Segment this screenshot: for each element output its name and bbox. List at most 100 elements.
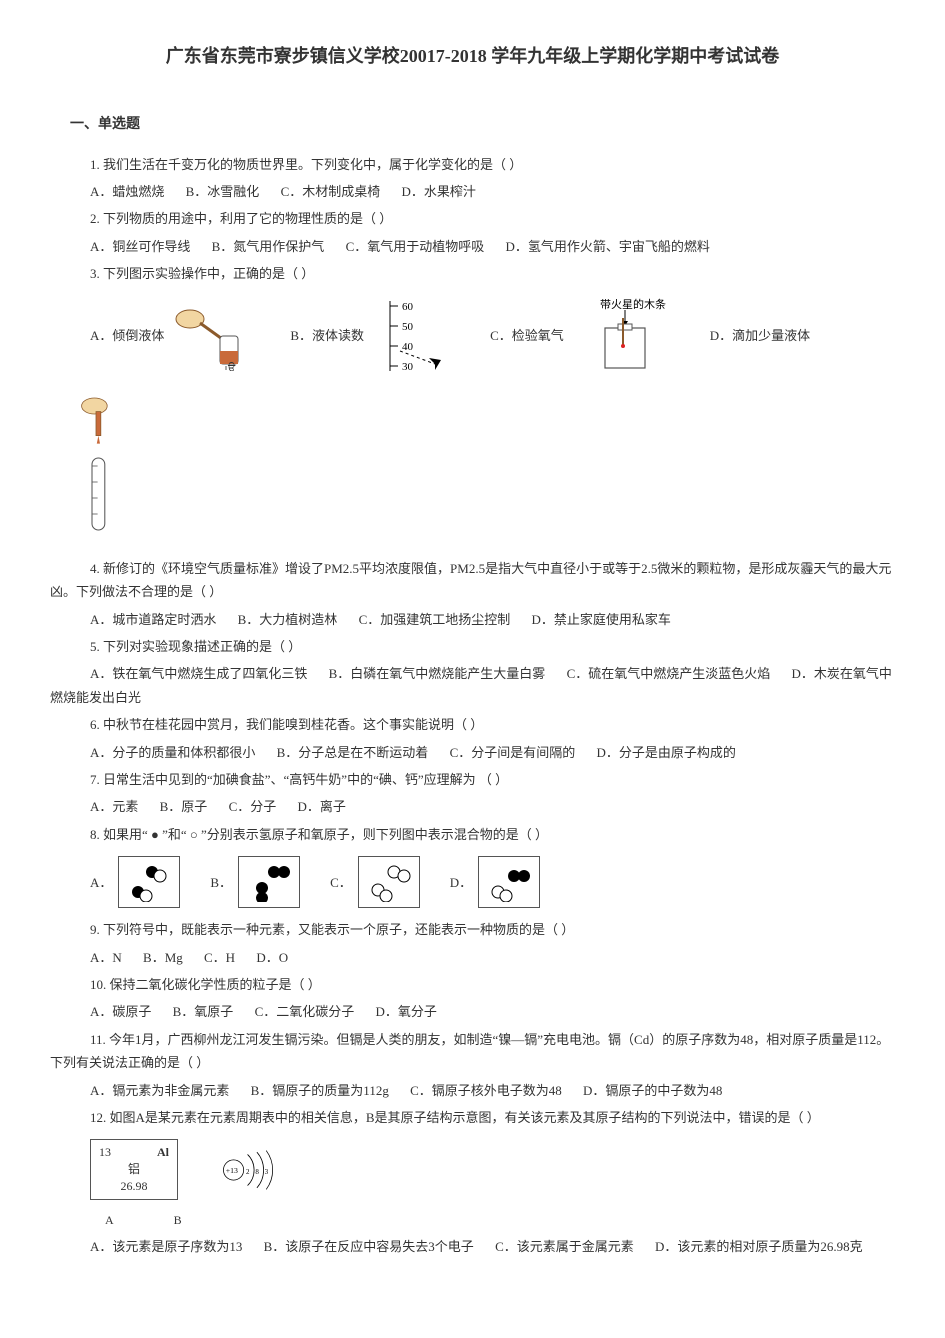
q9-opt-a: A．N	[90, 950, 122, 965]
q8-cell-c: C．	[330, 856, 420, 908]
q4-options: A．城市道路定时洒水 B．大力植树造林 C．加强建筑工地扬尘控制 D．禁止家庭使…	[90, 608, 895, 631]
q3-cell-c: C．检验氧气 带火星的木条	[490, 296, 680, 376]
q11-opt-c: C．镉原子核外电子数为48	[410, 1083, 562, 1098]
section-header-1: 一、单选题	[70, 112, 895, 137]
q8-opt-a: A．	[90, 871, 112, 894]
q6-options: A．分子的质量和体积都很小 B．分子总是在不断运动着 C．分子间是有间隔的 D．…	[90, 741, 895, 764]
q11-stem: 11. 今年1月，广西柳州龙江河发生镉污染。但镉是人类的朋友，如制造“镍—镉”充…	[50, 1028, 895, 1075]
q8-image-row: A． B． C． D．	[90, 856, 895, 908]
q5-opt-a: A．铁在氧气中燃烧生成了四氧化三铁	[90, 666, 307, 681]
q7-opt-b: B．原子	[160, 799, 208, 814]
q12-opt-d: D．该元素的相对原子质量为26.98克	[655, 1239, 863, 1254]
q12-captions: A B	[105, 1210, 895, 1232]
q6-stem: 6. 中秋节在桂花园中赏月，我们能嗅到桂花香。这个事实能说明（ ）	[90, 713, 895, 736]
q2-opt-b: B．氮气用作保护气	[212, 239, 325, 254]
svg-text:8: 8	[255, 1167, 259, 1175]
q10-stem: 10. 保持二氧化碳化学性质的粒子是（ ）	[90, 973, 895, 996]
q9-options: A．N B．Mg C．H D．O	[90, 946, 895, 969]
svg-text:50: 50	[402, 321, 414, 333]
q8-opt-c: C．	[330, 871, 352, 894]
q12-opt-b: B．该原子在反应中容易失去3个电子	[264, 1239, 474, 1254]
q9-opt-d: D．O	[256, 950, 288, 965]
mixture-c-icon	[364, 862, 414, 902]
q4-opt-b: B．大力植树造林	[238, 612, 338, 627]
mixture-d-icon	[484, 862, 534, 902]
q3-cell-d: D．滴加少量液体	[710, 324, 810, 347]
pour-liquid-icon: ਊ	[170, 301, 260, 371]
q10-opt-b: B．氧原子	[173, 1004, 234, 1019]
q3-opt-c: C．检验氧气	[490, 324, 564, 347]
q2-opt-c: C．氧气用于动植物呼吸	[346, 239, 485, 254]
q1-opt-b: B．冰雪融化	[186, 184, 260, 199]
q6-opt-a: A．分子的质量和体积都很小	[90, 745, 255, 760]
q10-opt-d: D．氧分子	[375, 1004, 436, 1019]
q9-opt-c: C．H	[204, 950, 235, 965]
q1-opt-c: C．木材制成桌椅	[281, 184, 381, 199]
q7-options: A．元素 B．原子 C．分子 D．离子	[90, 795, 895, 818]
q12-opt-a: A．该元素是原子序数为13	[90, 1239, 246, 1254]
element-symbol: Al	[157, 1144, 169, 1161]
q5-opt-c: C．硫在氧气中燃烧产生淡蓝色火焰	[567, 666, 771, 681]
q4-opt-c: C．加强建筑工地扬尘控制	[359, 612, 511, 627]
q3-opt-b: B．液体读数	[290, 324, 364, 347]
q12-opt-c: C．该元素属于金属元素	[495, 1239, 634, 1254]
q8-opt-d: D．	[450, 871, 472, 894]
svg-text:30: 30	[402, 361, 414, 373]
q12-caption-a: A	[105, 1210, 114, 1232]
q5-options: A．铁在氧气中燃烧生成了四氧化三铁 B．白磷在氧气中燃烧能产生大量白雾 C．硫在…	[50, 662, 895, 709]
q4-stem: 4. 新修订的《环境空气质量标准》增设了PM2.5平均浓度限值，PM2.5是指大…	[50, 557, 895, 604]
q2-opt-d: D．氢气用作火箭、宇宙飞船的燃料	[505, 239, 709, 254]
q8-cell-a: A．	[90, 856, 180, 908]
mixture-a-icon	[124, 862, 174, 902]
q10-opt-c: C．二氧化碳分子	[255, 1004, 355, 1019]
q11-options: A．镉元素为非金属元素 B．镉原子的质量为112g C．镉原子核外电子数为48 …	[90, 1079, 895, 1102]
element-number: 13	[99, 1144, 111, 1161]
q5-opt-b: B．白磷在氧气中燃烧能产生大量白雾	[329, 666, 546, 681]
q11-opt-a: A．镉元素为非金属元素	[90, 1083, 229, 1098]
q4-opt-d: D．禁止家庭使用私家车	[531, 612, 670, 627]
read-liquid-icon: 60 50 40 30	[370, 296, 460, 376]
atom-structure-icon: +13 2 8 3	[218, 1140, 288, 1200]
page-title: 广东省东莞市寮步镇信义学校20017-2018 学年九年级上学期化学期中考试试卷	[50, 40, 895, 72]
test-oxygen-icon: 带火星的木条	[570, 296, 680, 376]
element-name: 铝	[99, 1161, 169, 1178]
q1-opt-d: D．水果榨汁	[401, 184, 475, 199]
q1-opt-a: A．蜡烛燃烧	[90, 184, 164, 199]
q2-stem: 2. 下列物质的用途中，利用了它的物理性质的是（ ）	[90, 207, 895, 230]
q7-opt-a: A．元素	[90, 799, 138, 814]
q10-options: A．碳原子 B．氧原子 C．二氧化碳分子 D．氧分子	[90, 1000, 895, 1023]
q5-stem: 5. 下列对实验现象描述正确的是（ ）	[90, 635, 895, 658]
q1-stem: 1. 我们生活在千变万化的物质世界里。下列变化中，属于化学变化的是（ ）	[90, 153, 895, 176]
q8-cell-b: B．	[210, 856, 300, 908]
svg-text:40: 40	[402, 341, 414, 353]
q9-opt-b: B．Mg	[143, 950, 183, 965]
mixture-b-icon	[244, 862, 294, 902]
svg-text:+13: +13	[226, 1166, 238, 1175]
q11-opt-d: D．镉原子的中子数为48	[583, 1083, 722, 1098]
q3-stem: 3. 下列图示实验操作中，正确的是（ ）	[90, 262, 895, 285]
q7-stem: 7. 日常生活中见到的“加碘食盐”、“高钙牛奶”中的“碘、钙”应理解为 （ ）	[90, 768, 895, 791]
q8-opt-b: B．	[210, 871, 232, 894]
q6-opt-b: B．分子总是在不断运动着	[277, 745, 429, 760]
q11-opt-b: B．镉原子的质量为112g	[251, 1083, 389, 1098]
q12-options: A．该元素是原子序数为13 B．该原子在反应中容易失去3个电子 C．该元素属于金…	[50, 1235, 895, 1258]
q8-cell-d: D．	[450, 856, 540, 908]
q4-opt-a: A．城市道路定时洒水	[90, 612, 216, 627]
q3-opt-d: D．滴加少量液体	[710, 324, 810, 347]
svg-text:2: 2	[246, 1167, 250, 1175]
q6-opt-d: D．分子是由原子构成的	[596, 745, 735, 760]
svg-text:带火星的木条: 带火星的木条	[600, 297, 666, 311]
q12-image-row: 13 Al 铝 26.98 +13 2 8 3	[90, 1139, 895, 1199]
q7-opt-c: C．分子	[229, 799, 277, 814]
q12-caption-b: B	[174, 1210, 182, 1232]
dropper-icon	[80, 386, 120, 546]
q2-options: A．铜丝可作导线 B．氮气用作保护气 C．氧气用于动植物呼吸 D．氢气用作火箭、…	[90, 235, 895, 258]
q1-options: A．蜡烛燃烧 B．冰雪融化 C．木材制成桌椅 D．水果榨汁	[90, 180, 895, 203]
q3-cell-b: B．液体读数 60 50 40 30	[290, 296, 460, 376]
q2-opt-a: A．铜丝可作导线	[90, 239, 190, 254]
q3-cell-a: A．倾倒液体 ਊ	[90, 301, 260, 371]
q3-image-row: A．倾倒液体 ਊ B．液体读数 60 50 40 30 C．检验氧气 带火星的木…	[90, 296, 895, 376]
q6-opt-c: C．分子间是有间隔的	[450, 745, 576, 760]
element-box: 13 Al 铝 26.98	[90, 1139, 178, 1199]
q3-opt-a: A．倾倒液体	[90, 324, 164, 347]
